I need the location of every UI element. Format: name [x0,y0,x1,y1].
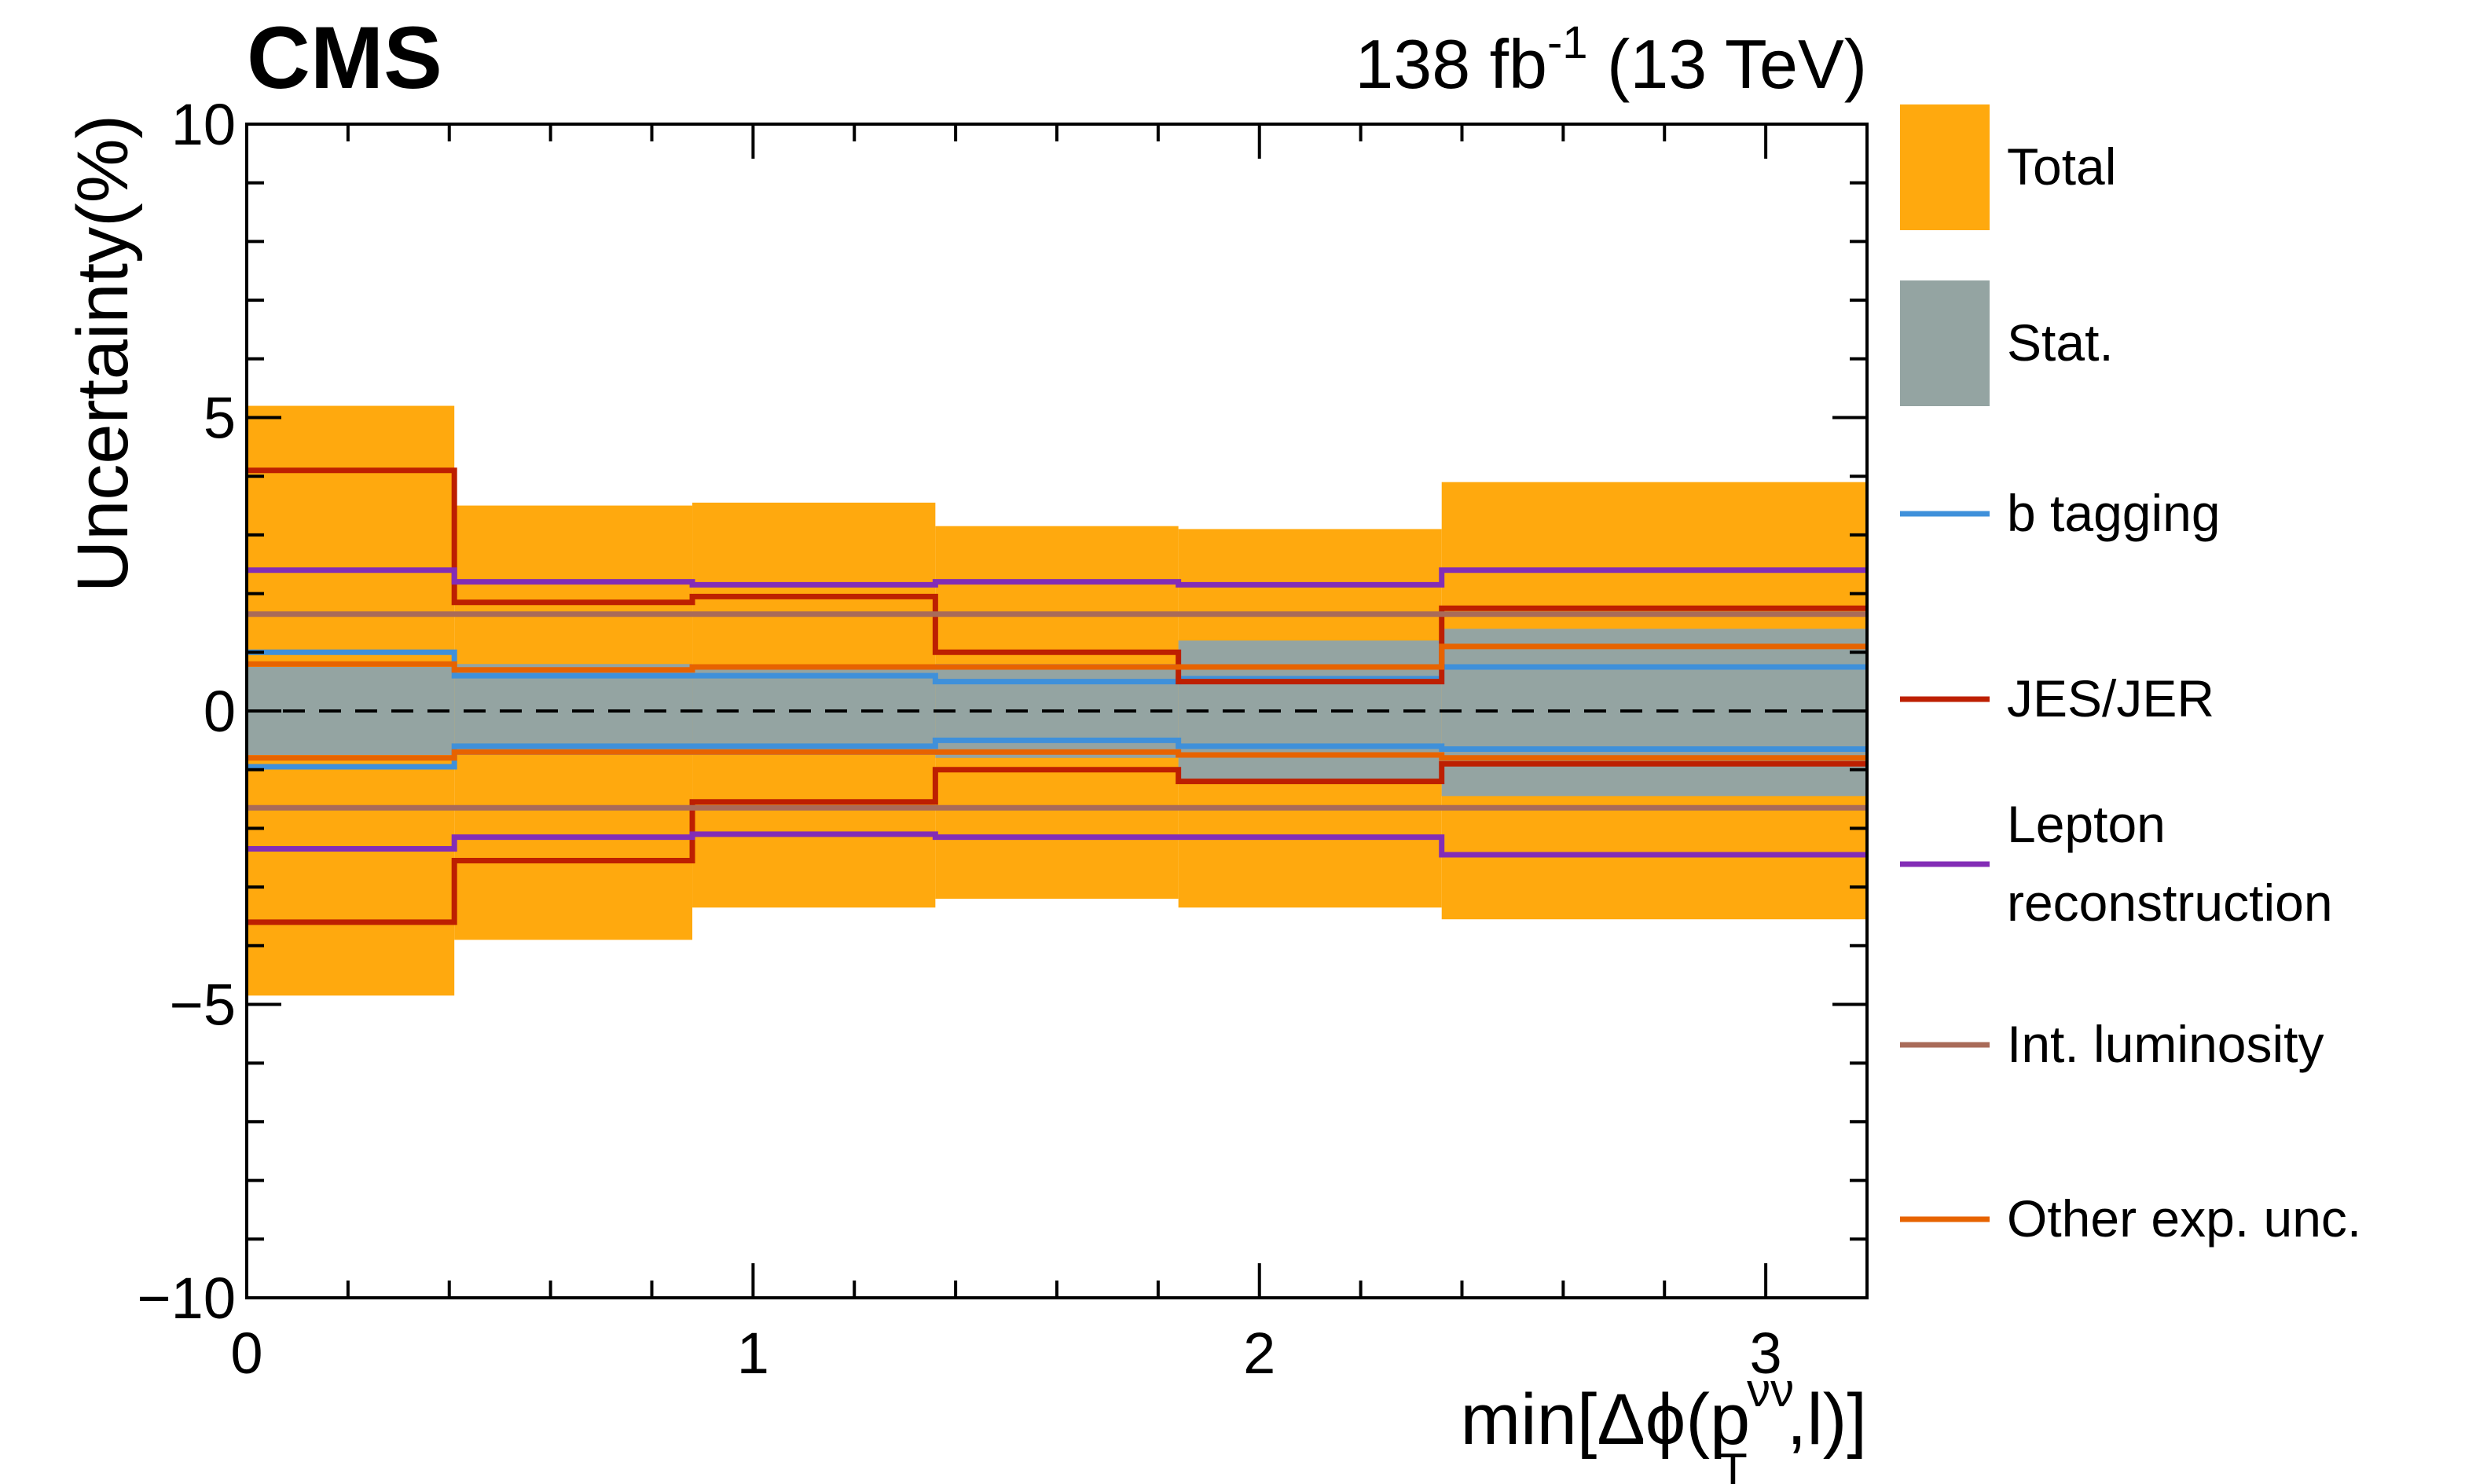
jes-jer-down-line [247,760,1867,925]
legend-label-other-exp-unc: Other exp. unc. [2007,1189,2361,1248]
cms-label: CMS [247,9,442,107]
other-exp-unc-down-line [247,749,1867,761]
lumi-energy: (13 TeV) [1588,25,1867,103]
lumi-value: 138 fb [1355,25,1547,103]
legend-entry-other-exp-unc: Other exp. unc. [1900,1189,2361,1248]
legend-entry-b-tagging: b tagging [1900,484,2221,542]
legend-entry-jes-jer: JES/JER [1900,669,2214,727]
y-axis-title: Uncertainty(%) [63,115,143,592]
legend-label-total: Total [2007,137,2116,196]
lumi-superscript: -1 [1547,17,1588,68]
legend: Total Stat. b tagging JES/JER Lepton reconstr… [1900,104,2361,1248]
legend-entry-stat: Stat. [1900,280,2114,406]
legend-swatch-stat [1900,280,1990,406]
ticks-layer [245,123,1869,1299]
y-tick-label: 10 [171,92,236,157]
legend-label-int-luminosity: Int. luminosity [2007,1015,2324,1073]
x-title-suffix: ,l)] [1787,1380,1867,1460]
legend-label-jes-jer: JES/JER [2007,669,2214,727]
y-tick-label: −5 [170,973,236,1038]
legend-entry-total: Total [1900,104,2116,230]
x-tick-label: 3 [1750,1321,1782,1386]
lepton-reconstruction-up-line [247,567,1867,588]
stat-band-bin-0 [247,666,455,756]
x-axis-title: min[Δϕ(pνν T ,l)] [1461,1364,1867,1484]
tick-labels-layer: −10 −5 0 5 10 0 1 2 3 [137,92,1781,1386]
series-layer [247,467,1867,925]
x-tick-label: 2 [1243,1321,1275,1386]
other-exp-unc-up-line [247,643,1867,673]
legend-swatch-total [1900,104,1990,230]
y-tick-label: 0 [204,679,236,744]
bands-layer [247,405,1867,996]
legend-label-b-tagging: b tagging [2007,484,2221,542]
legend-label-stat: Stat. [2007,313,2114,372]
lepton-reconstruction-down-line [247,831,1867,858]
legend-entry-int-luminosity: Int. luminosity [1900,1015,2324,1073]
legend-entry-lepton-reconstruction: Lepton reconstruction [1900,795,2333,932]
lumi-label: 138 fb-1 (13 TeV) [1355,17,1867,103]
legend-label-lepton-reconstruction: Lepton reconstruction [2007,795,2333,932]
x-title-subscript: T [1719,1444,1748,1484]
x-tick-label: 0 [230,1321,262,1386]
y-tick-label: 5 [204,386,236,451]
x-title-superscript: νν [1747,1364,1794,1416]
x-tick-label: 1 [737,1321,769,1386]
x-title-prefix: min[Δϕ(p [1461,1380,1751,1460]
y-tick-label: −10 [137,1266,236,1331]
